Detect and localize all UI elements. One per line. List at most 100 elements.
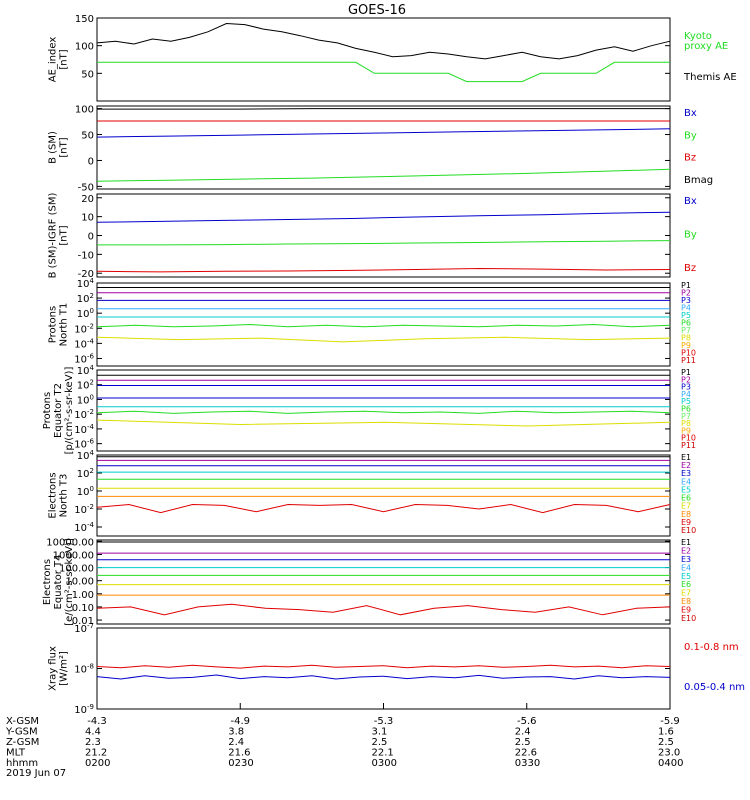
y-axis-label: [nT] [59, 49, 70, 69]
axis-row-value: 21.6 [228, 748, 250, 759]
y-tick-label: -50 [78, 182, 94, 193]
legend-label: P1 [681, 368, 691, 377]
y-tick-label: 10 [81, 213, 94, 224]
legend-label: 0.05-0.4 nm [684, 682, 745, 693]
y-tick-label: 0.01 [72, 616, 94, 627]
axis-row-value: 2.5 [515, 737, 531, 748]
panel-frame [96, 539, 671, 625]
axis-row-value: -4.9 [230, 716, 250, 727]
series-line-p6 [96, 323, 671, 328]
plot-title: GOES-16 [348, 3, 406, 18]
legend-label: P9 [681, 426, 691, 435]
series-line-bx [96, 128, 671, 138]
legend-label: P4 [681, 304, 691, 313]
legend-label: P7 [681, 412, 691, 421]
legend-label: E1 [681, 538, 691, 547]
y-axis-label: North T3 [59, 474, 70, 518]
y-tick-label: 100 [75, 105, 94, 116]
y-tick-label: 10-9 [74, 703, 94, 716]
legend-label: E10 [681, 526, 696, 535]
y-tick-label: 1000.00 [53, 550, 94, 561]
y-tick-label: 0 [88, 156, 94, 167]
y-tick-label: 100 [77, 485, 94, 498]
y-tick-label: 10-4 [74, 423, 94, 436]
series-line-themis-ae [96, 22, 671, 60]
y-axis-label: Equator T4 [53, 555, 64, 610]
y-tick-label: 0 [88, 232, 94, 243]
y-tick-label: 10-7 [74, 622, 94, 635]
legend-label: E8 [681, 510, 691, 519]
axis-row-value: -5.6 [517, 716, 537, 727]
legend-label: P5 [681, 397, 691, 406]
series-line-bx [96, 211, 671, 223]
legend-label: E9 [681, 518, 691, 527]
y-axis-label: Protons [42, 392, 53, 429]
y-tick-label: 102 [77, 467, 94, 480]
axis-row-value: 22.6 [515, 748, 537, 759]
axis-row-value: -5.9 [660, 716, 680, 727]
legend-label: P2 [681, 375, 691, 384]
legend-label: P8 [681, 419, 691, 428]
legend-label: P11 [681, 356, 696, 365]
legend-label: E9 [681, 606, 691, 615]
legend-label: E7 [681, 502, 691, 511]
legend-label: E3 [681, 469, 691, 478]
legend-label: E6 [681, 580, 691, 589]
legend-label: E7 [681, 589, 691, 598]
legend-label: P8 [681, 334, 691, 343]
series-line-bz [96, 267, 671, 273]
series-line-e8 [96, 503, 671, 514]
axis-row-value: 3.1 [372, 727, 388, 738]
axis-row-value: 23.0 [658, 748, 680, 759]
legend-label: E10 [681, 614, 696, 623]
y-tick-label: 1.00 [72, 590, 94, 601]
y-tick-label: 10-4 [74, 521, 94, 534]
y-tick-label: 102 [77, 292, 94, 305]
y-axis-label: AE_index [48, 37, 59, 83]
y-axis-label: [nT] [59, 225, 70, 245]
panel-2: 100 50 0 -50 B (SM) [nT] Bx By Bz Bmag [48, 105, 714, 194]
axis-row-value: 0230 [228, 758, 253, 769]
legend-label: By [684, 230, 697, 241]
y-axis-label: [W/m²] [59, 651, 70, 686]
axis-row-label: hhmm [6, 758, 38, 769]
y-axis-label: Xray flux [48, 646, 59, 691]
legend-label: E5 [681, 572, 691, 581]
series-line-p7 [96, 336, 671, 343]
series-line-by [97, 240, 671, 246]
legend-label: P2 [681, 289, 691, 298]
axis-row-value: 21.2 [85, 748, 107, 759]
legend-label: P7 [681, 326, 691, 335]
legend-label: E6 [681, 494, 691, 503]
y-tick-label: 104 [77, 277, 95, 290]
y-tick-label: 50 [81, 69, 94, 80]
legend-label: Bx [684, 196, 697, 207]
axis-row-value: 0300 [372, 758, 397, 769]
series-line-kyoto-proxy-ae [97, 61, 670, 83]
legend-label: E8 [681, 597, 691, 606]
axis-row-value: -4.3 [87, 716, 107, 727]
axis-row-label: X-GSM [6, 716, 39, 727]
axis-row-value: 2.3 [85, 737, 101, 748]
axis-row-label: Y-GSM [5, 727, 38, 738]
date-label: 2019 Jun 07 [6, 768, 66, 779]
legend-label: E5 [681, 485, 691, 494]
series-line-bmag [97, 108, 670, 110]
y-axis-label: B (SM) [48, 131, 59, 164]
time-axis-table: X-GSM -4.3 -4.9 -5.3 -5.6 -5.9Y-GSM 4.4 3.8 3.1 2… [5, 703, 683, 779]
panel-6: 104 102 100 10-2 10-4 Electrons North T3 E1E2E3… [48, 449, 696, 537]
y-tick-label: 10-8 [74, 663, 94, 676]
y-tick-label: 100.00 [59, 564, 94, 575]
y-tick-label: 10-2 [74, 408, 94, 421]
axis-row-value: 2.4 [515, 727, 531, 738]
y-tick-label: 10.00 [65, 577, 94, 588]
y-tick-label: 0.10 [72, 603, 94, 614]
y-tick-label: 10-2 [74, 503, 94, 516]
y-axis-label: Electrons [42, 559, 53, 605]
series-line-p6 [96, 410, 671, 414]
legend-label: P10 [681, 434, 696, 443]
y-tick-label: 50 [81, 131, 94, 142]
y-tick-label: 150 [75, 14, 94, 25]
y-tick-label: -10 [78, 250, 94, 261]
